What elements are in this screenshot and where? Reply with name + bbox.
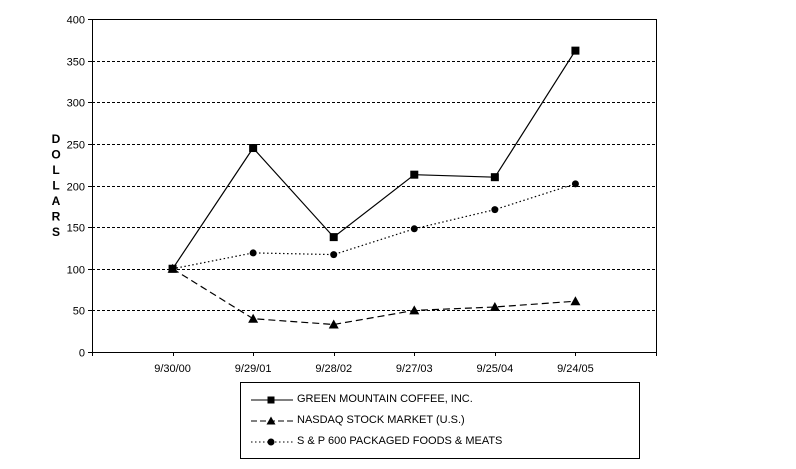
data-point-triangle bbox=[409, 305, 420, 315]
legend-item-nasdaq: NASDAQ STOCK MARKET (U.S.) bbox=[241, 412, 639, 430]
y-axis-label-letter: D bbox=[52, 132, 61, 146]
legend-swatch-circle bbox=[251, 438, 293, 446]
x-axis: 9/30/00 9/29/01 9/28/02 9/27/03 9/25/04 9/24/… bbox=[92, 352, 657, 375]
x-tick-label: 9/28/02 bbox=[315, 363, 352, 375]
data-point-square bbox=[249, 144, 258, 153]
x-tick-label: 9/30/00 bbox=[154, 363, 191, 375]
series-line bbox=[172, 50, 576, 270]
y-tick-label: 50 bbox=[73, 306, 85, 318]
legend-label: NASDAQ STOCK MARKET (U.S.) bbox=[297, 414, 465, 426]
data-point-triangle bbox=[248, 313, 259, 323]
y-axis-label-letter: O bbox=[51, 148, 60, 162]
data-point-circle bbox=[169, 265, 177, 273]
y-tick-label: 400 bbox=[67, 15, 85, 27]
x-tick-label: 9/24/05 bbox=[557, 363, 594, 375]
data-point-square bbox=[329, 233, 338, 242]
x-tick-label: 9/25/04 bbox=[477, 363, 514, 375]
legend-swatch-triangle bbox=[251, 416, 293, 425]
data-point-square bbox=[571, 46, 580, 55]
series-1 bbox=[167, 263, 581, 329]
gridlines bbox=[92, 19, 656, 311]
x-tick-label: 9/27/03 bbox=[396, 363, 433, 375]
x-tick-label: 9/29/01 bbox=[235, 363, 272, 375]
data-point-square bbox=[490, 173, 499, 182]
y-tick-label: 100 bbox=[67, 265, 85, 277]
legend-label: GREEN MOUNTAIN COFFEE, INC. bbox=[297, 393, 473, 405]
legend-item-green-mountain: GREEN MOUNTAIN COFFEE, INC. bbox=[241, 391, 639, 409]
data-point-circle bbox=[249, 249, 257, 257]
legend-label: S & P 600 PACKAGED FOODS & MEATS bbox=[297, 435, 503, 447]
y-tick-label: 350 bbox=[67, 57, 85, 69]
legend-swatch-square bbox=[251, 396, 293, 404]
series-0 bbox=[168, 46, 580, 273]
plot-area bbox=[92, 19, 657, 353]
y-tick-label: 300 bbox=[67, 98, 85, 110]
series-line bbox=[172, 183, 576, 270]
y-tick-label: 150 bbox=[67, 223, 85, 235]
y-axis-label-letter: L bbox=[52, 179, 59, 193]
series-group bbox=[167, 46, 581, 329]
y-axis-label-letter: R bbox=[52, 210, 61, 224]
y-axis-label-letter: L bbox=[52, 163, 59, 177]
data-point-circle bbox=[491, 206, 499, 214]
data-point-triangle bbox=[489, 302, 500, 312]
series-2 bbox=[169, 180, 579, 273]
data-point-triangle bbox=[328, 319, 339, 329]
y-axis-label-letter: S bbox=[52, 225, 60, 239]
data-point-triangle bbox=[570, 296, 581, 306]
y-tick-label: 0 bbox=[79, 348, 85, 360]
y-tick-label: 200 bbox=[67, 182, 85, 194]
y-axis-label-letter: A bbox=[52, 194, 61, 208]
data-point-circle bbox=[571, 180, 579, 188]
y-tick-label: 250 bbox=[67, 140, 85, 152]
legend: GREEN MOUNTAIN COFFEE, INC. NASDAQ STOCK… bbox=[240, 382, 640, 459]
series-line bbox=[172, 268, 576, 326]
legend-item-sp600: S & P 600 PACKAGED FOODS & MEATS bbox=[241, 433, 639, 451]
data-point-square bbox=[410, 170, 419, 179]
data-point-circle bbox=[410, 225, 418, 233]
data-point-circle bbox=[330, 251, 338, 259]
y-axis: 0 50 100 150 200 250 300 350 400 bbox=[67, 15, 92, 360]
